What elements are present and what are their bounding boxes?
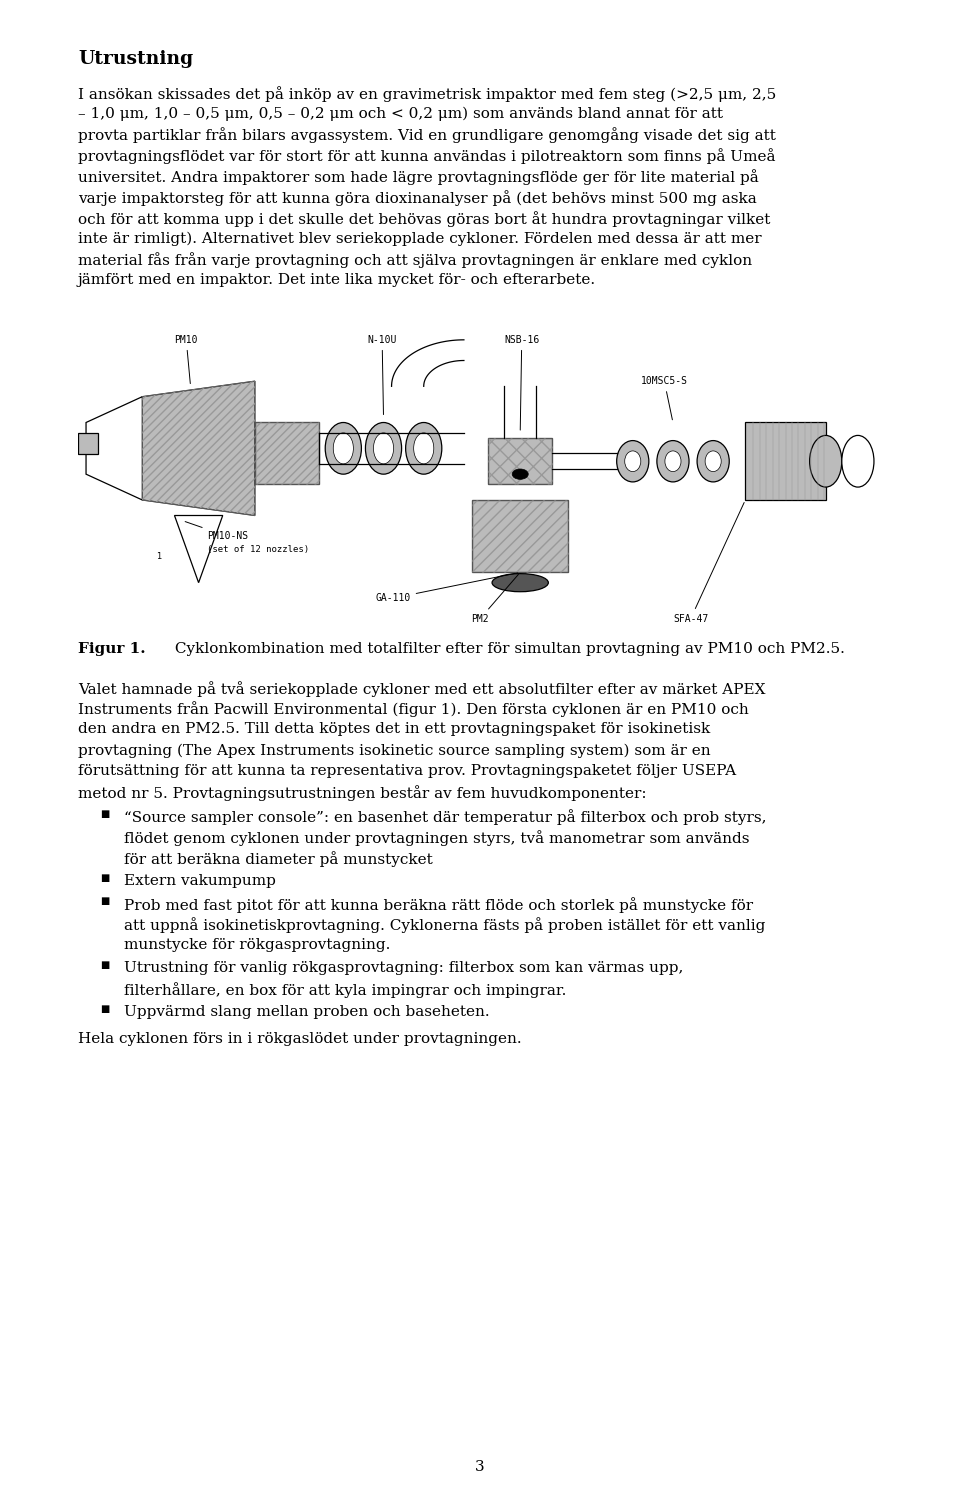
Text: “Source sampler console”: en basenhet där temperatur på filterbox och prob styrs: “Source sampler console”: en basenhet dä… — [124, 809, 766, 826]
Ellipse shape — [842, 436, 874, 487]
Text: I ansökan skissades det på inköp av en gravimetrisk impaktor med fem steg (>2,5 : I ansökan skissades det på inköp av en g… — [78, 86, 777, 102]
Text: jämfört med en impaktor. Det inte lika mycket för- och efterarbete.: jämfört med en impaktor. Det inte lika m… — [78, 274, 596, 287]
Bar — [472, 499, 568, 573]
Bar — [488, 438, 552, 484]
Ellipse shape — [373, 433, 394, 463]
Text: den andra en PM2.5. Till detta köptes det in ett provtagningspaket för isokineti: den andra en PM2.5. Till detta köptes de… — [78, 722, 710, 737]
Text: ■: ■ — [100, 1005, 109, 1014]
Text: Extern vakumpump: Extern vakumpump — [124, 874, 276, 887]
Text: munstycke för rökgasprovtagning.: munstycke för rökgasprovtagning. — [124, 938, 391, 952]
Text: Uppvärmd slang mellan proben och baseheten.: Uppvärmd slang mellan proben och basehet… — [124, 1005, 490, 1018]
Bar — [255, 423, 319, 484]
Ellipse shape — [697, 441, 730, 481]
Ellipse shape — [706, 451, 721, 472]
Text: provtagningsflödet var för stort för att kunna användas i pilotreaktorn som finn: provtagningsflödet var för stort för att… — [78, 149, 776, 164]
Text: – 1,0 μm, 1,0 – 0,5 μm, 0,5 – 0,2 μm och < 0,2 μm) som används bland annat för a: – 1,0 μm, 1,0 – 0,5 μm, 0,5 – 0,2 μm och… — [78, 107, 723, 122]
Text: ■: ■ — [100, 961, 109, 970]
Text: (set of 12 nozzles): (set of 12 nozzles) — [206, 544, 309, 553]
Text: att uppnå isokinetiskprovtagning. Cyklonerna fästs på proben istället för ett va: att uppnå isokinetiskprovtagning. Cyklon… — [124, 917, 765, 934]
Bar — [488, 438, 552, 484]
Ellipse shape — [657, 441, 689, 481]
Text: Valet hamnade på två seriekopplade cykloner med ett absolutfilter efter av märke: Valet hamnade på två seriekopplade cyklo… — [78, 681, 765, 696]
Text: och för att komma upp i det skulle det behövas göras bort åt hundra provtagninga: och för att komma upp i det skulle det b… — [78, 211, 770, 227]
Text: ■: ■ — [100, 896, 109, 905]
Text: provta partiklar från bilars avgassystem. Vid en grundligare genomgång visade de: provta partiklar från bilars avgassystem… — [78, 128, 776, 143]
Bar — [255, 423, 319, 484]
Text: Utrustning för vanlig rökgasprovtagning: filterbox som kan värmas upp,: Utrustning för vanlig rökgasprovtagning:… — [124, 961, 684, 975]
Text: Cyklonkombination med totalfilter efter för simultan provtagning av PM10 och PM2: Cyklonkombination med totalfilter efter … — [170, 642, 845, 656]
Polygon shape — [142, 381, 255, 516]
Ellipse shape — [366, 423, 401, 474]
Bar — [745, 423, 826, 499]
Text: flödet genom cyklonen under provtagningen styrs, två manometrar som används: flödet genom cyklonen under provtagninge… — [124, 830, 750, 847]
Text: metod nr 5. Provtagningsutrustningen består av fem huvudkomponenter:: metod nr 5. Provtagningsutrustningen bes… — [78, 785, 647, 800]
Text: universitet. Andra impaktorer som hade lägre provtagningsflöde ger för lite mate: universitet. Andra impaktorer som hade l… — [78, 170, 758, 185]
Text: för att beräkna diameter på munstycket: för att beräkna diameter på munstycket — [124, 851, 433, 868]
Ellipse shape — [616, 441, 649, 481]
Text: NSB-16: NSB-16 — [504, 335, 540, 430]
Text: PM2: PM2 — [471, 575, 518, 624]
Polygon shape — [86, 397, 142, 499]
Ellipse shape — [406, 423, 442, 474]
Text: 3: 3 — [475, 1460, 485, 1474]
Ellipse shape — [625, 451, 641, 472]
Text: förutsättning för att kunna ta representativa prov. Provtagningspaketet följer U: förutsättning för att kunna ta represent… — [78, 764, 736, 778]
Text: PM10-NS: PM10-NS — [185, 522, 248, 541]
Text: inte är rimligt). Alternativet blev seriekopplade cykloner. Fördelen med dessa ä: inte är rimligt). Alternativet blev seri… — [78, 232, 761, 247]
Text: N-10U: N-10U — [368, 335, 396, 415]
Text: Prob med fast pitot för att kunna beräkna rätt flöde och storlek på munstycke fö: Prob med fast pitot för att kunna beräkn… — [124, 896, 754, 913]
Polygon shape — [175, 516, 223, 582]
Text: Figur 1.: Figur 1. — [78, 642, 146, 656]
Ellipse shape — [492, 573, 548, 591]
Text: ■: ■ — [100, 809, 109, 818]
Text: Instruments från Pacwill Environmental (figur 1). Den första cyklonen är en PM10: Instruments från Pacwill Environmental (… — [78, 701, 749, 717]
Text: material fås från varje provtagning och att själva provtagningen är enklare med : material fås från varje provtagning och … — [78, 253, 752, 268]
Ellipse shape — [665, 451, 681, 472]
Bar — [78, 433, 98, 454]
Ellipse shape — [325, 423, 361, 474]
Text: 1: 1 — [156, 552, 161, 561]
Text: provtagning (The Apex Instruments isokinetic source sampling system) som är en: provtagning (The Apex Instruments isokin… — [78, 743, 710, 758]
Text: Utrustning: Utrustning — [78, 50, 193, 68]
Ellipse shape — [809, 436, 842, 487]
Ellipse shape — [333, 433, 353, 463]
Text: GA-110: GA-110 — [375, 573, 517, 603]
Bar — [472, 499, 568, 573]
Ellipse shape — [513, 469, 528, 480]
Text: 10MSC5-S: 10MSC5-S — [641, 376, 687, 420]
Text: ■: ■ — [100, 874, 109, 883]
Text: filterhållare, en box för att kyla impingrar och impingrar.: filterhållare, en box för att kyla impin… — [124, 982, 566, 997]
Text: SFA-47: SFA-47 — [673, 502, 744, 624]
Ellipse shape — [414, 433, 434, 463]
Text: Hela cyklonen förs in i rökgaslödet under provtagningen.: Hela cyklonen förs in i rökgaslödet unde… — [78, 1032, 521, 1045]
Text: varje impaktorsteg för att kunna göra dioxinanalyser på (det behövs minst 500 mg: varje impaktorsteg för att kunna göra di… — [78, 190, 756, 206]
Text: PM10: PM10 — [175, 335, 198, 384]
